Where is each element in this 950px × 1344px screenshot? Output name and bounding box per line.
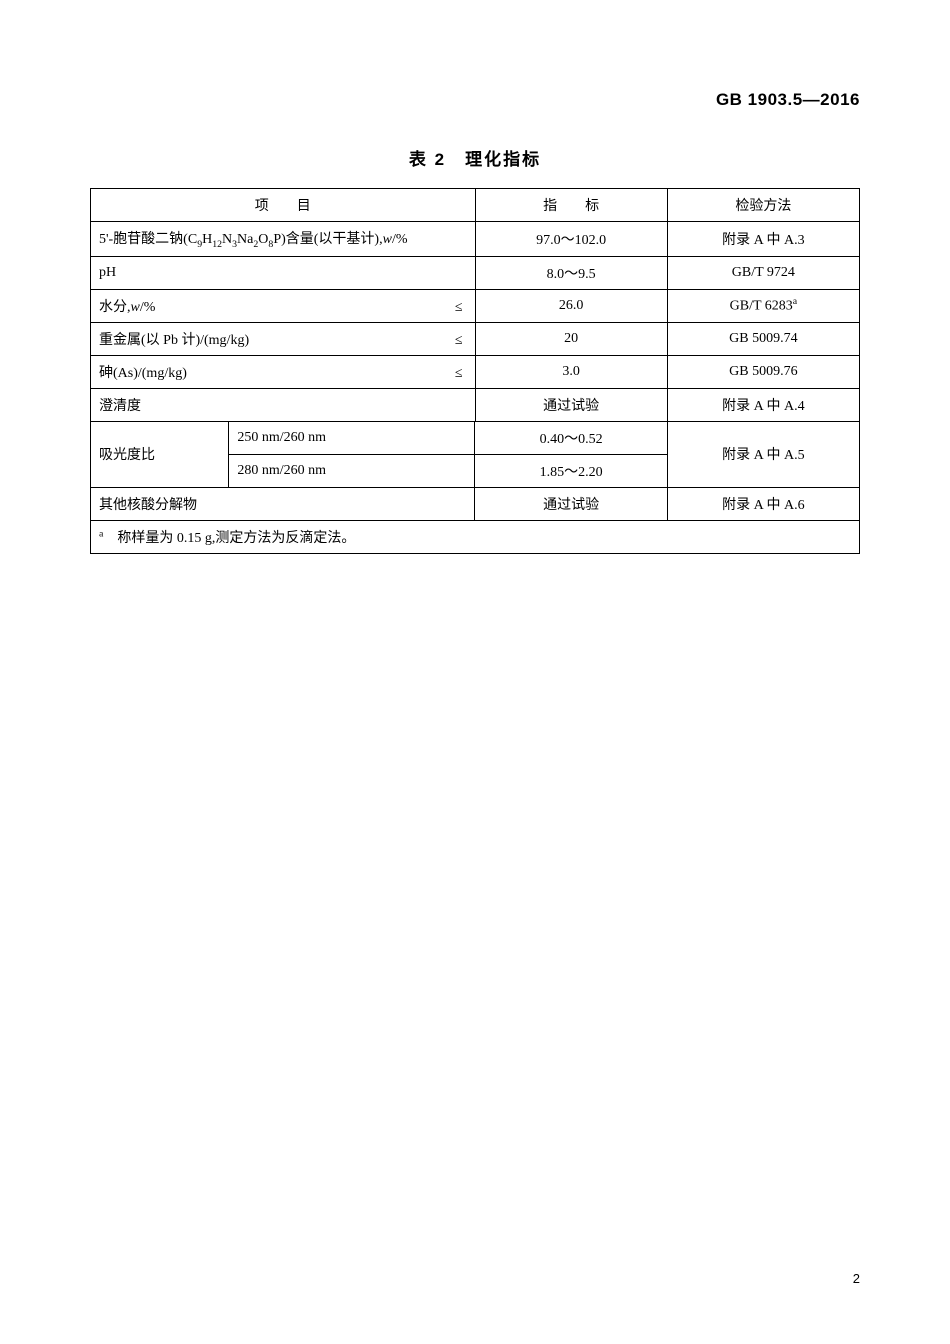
item-cell: 5'-胞苷酸二钠(C9H12N3Na2O8P)含量(以干基计),w/%: [91, 222, 476, 257]
value-cell: 97.0～102.0: [475, 222, 667, 257]
spec-table-abs: 吸光度比 250 nm/260 nm 0.40～0.52 附录 A 中 A.5 …: [90, 421, 860, 554]
item-text: 砷(As)/(mg/kg): [99, 362, 187, 382]
method-cell: 附录 A 中 A.5: [667, 421, 859, 487]
absorbance-label: 吸光度比: [91, 421, 229, 487]
table-row: 吸光度比 250 nm/260 nm 0.40～0.52 附录 A 中 A.5: [91, 421, 860, 454]
table-footnote-row: a 称样量为 0.15 g,测定方法为反滴定法。: [91, 520, 860, 553]
absorbance-sub-a: 250 nm/260 nm: [229, 421, 475, 454]
item-suffix: ≤: [455, 333, 467, 349]
table-row: pH 8.0～9.5 GB/T 9724: [91, 256, 860, 289]
page: GB 1903.5—2016 表 2 理化指标 项 目 指 标 检验方法 5'-…: [0, 0, 950, 1344]
page-number: 2: [853, 1271, 860, 1286]
item-cell: 澄清度: [91, 388, 476, 421]
value-cell: 8.0～9.5: [475, 256, 667, 289]
table-row: 水分,w/% ≤ 26.0 GB/T 6283a: [91, 289, 860, 322]
value-cell: 通过试验: [475, 388, 667, 421]
standard-code: GB 1903.5—2016: [716, 90, 860, 110]
value-cell: 0.40～0.52: [475, 421, 667, 454]
method-cell: GB 5009.74: [667, 322, 859, 355]
item-cell: 其他核酸分解物: [91, 487, 475, 520]
method-cell: GB/T 9724: [667, 256, 859, 289]
spec-table: 项 目 指 标 检验方法 5'-胞苷酸二钠(C9H12N3Na2O8P)含量(以…: [90, 188, 860, 422]
item-text: 水分,w/%: [99, 296, 155, 316]
table-row: 其他核酸分解物 通过试验 附录 A 中 A.6: [91, 487, 860, 520]
method-cell: 附录 A 中 A.4: [667, 388, 859, 421]
table-header-row: 项 目 指 标 检验方法: [91, 189, 860, 222]
item-cell: 重金属(以 Pb 计)/(mg/kg) ≤: [91, 322, 476, 355]
value-cell: 通过试验: [475, 487, 667, 520]
value-cell: 26.0: [475, 289, 667, 322]
table-footnote: a 称样量为 0.15 g,测定方法为反滴定法。: [91, 520, 860, 553]
method-cell: 附录 A 中 A.6: [667, 487, 859, 520]
absorbance-sub-b: 280 nm/260 nm: [229, 454, 475, 487]
method-cell: GB/T 6283a: [667, 289, 859, 322]
table-row: 5'-胞苷酸二钠(C9H12N3Na2O8P)含量(以干基计),w/% 97.0…: [91, 222, 860, 257]
col-method-header: 检验方法: [667, 189, 859, 222]
table-row: 澄清度 通过试验 附录 A 中 A.4: [91, 388, 860, 421]
item-text: 5'-胞苷酸二钠(C9H12N3Na2O8P)含量(以干基计),w/%: [99, 228, 408, 250]
item-suffix: ≤: [455, 366, 467, 382]
table-row: 砷(As)/(mg/kg) ≤ 3.0 GB 5009.76: [91, 355, 860, 388]
table-row: 重金属(以 Pb 计)/(mg/kg) ≤ 20 GB 5009.74: [91, 322, 860, 355]
item-cell: pH: [91, 256, 476, 289]
value-cell: 3.0: [475, 355, 667, 388]
item-text: 重金属(以 Pb 计)/(mg/kg): [99, 329, 249, 349]
table-caption: 表 2 理化指标: [90, 145, 860, 170]
item-text: 其他核酸分解物: [99, 494, 197, 514]
col-item-header: 项 目: [91, 189, 476, 222]
item-cell: 砷(As)/(mg/kg) ≤: [91, 355, 476, 388]
value-cell: 1.85～2.20: [475, 454, 667, 487]
item-suffix: ≤: [455, 300, 467, 316]
method-cell: GB 5009.76: [667, 355, 859, 388]
item-cell: 水分,w/% ≤: [91, 289, 476, 322]
value-cell: 20: [475, 322, 667, 355]
method-cell: 附录 A 中 A.3: [667, 222, 859, 257]
item-text: pH: [99, 265, 116, 281]
col-value-header: 指 标: [475, 189, 667, 222]
item-text: 澄清度: [99, 395, 141, 415]
